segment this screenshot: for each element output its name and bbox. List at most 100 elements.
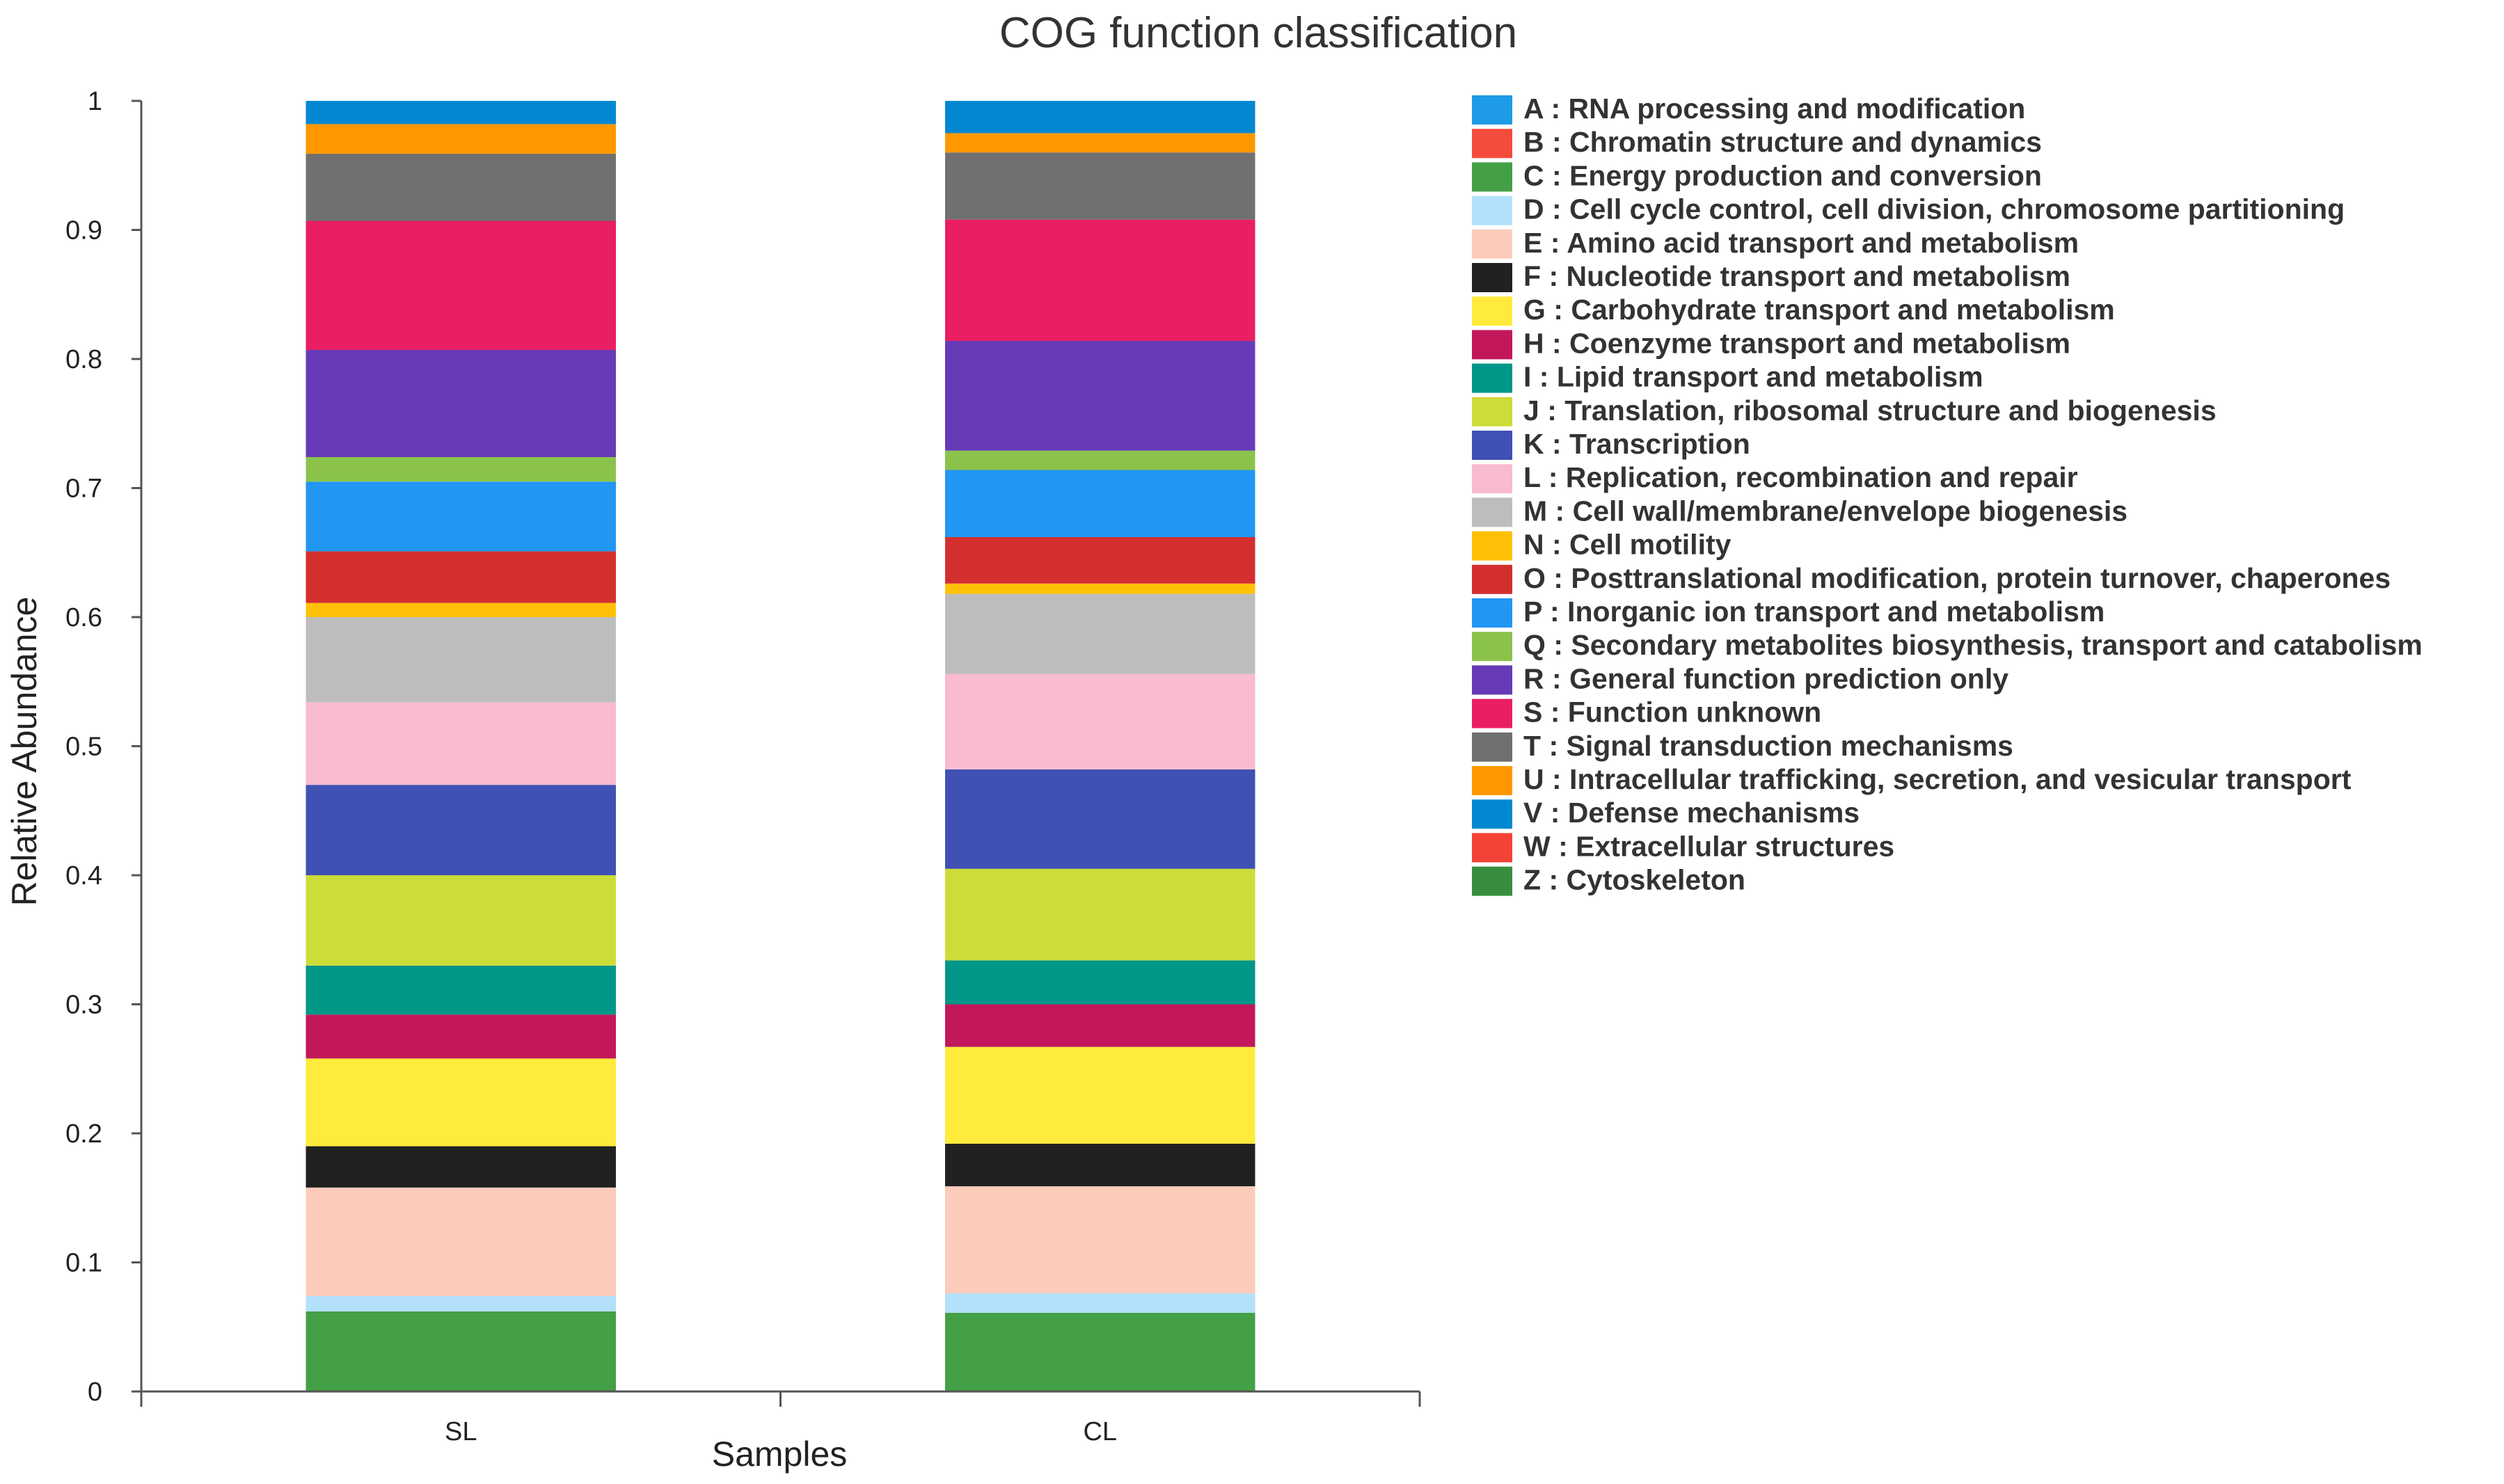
bar-segment-v-sl[interactable] [306,101,616,125]
legend-code: E [1523,227,1542,259]
bar-segment-g-cl[interactable] [945,1046,1255,1144]
bar-segment-r-sl[interactable] [306,350,616,457]
bar-segment-h-cl[interactable] [945,1004,1255,1047]
legend-separator: : [1541,260,1566,292]
legend-item-i[interactable]: I : Lipid transport and metabolism [1472,361,1983,393]
legend-swatch [1472,699,1512,728]
legend-code: H [1523,327,1544,359]
legend-code: W [1523,830,1551,862]
bar-segment-u-cl[interactable] [945,133,1255,153]
bar-segment-m-cl[interactable] [945,593,1255,674]
legend-item-b[interactable]: B : Chromatin structure and dynamics [1472,126,2042,159]
bar-segment-i-cl[interactable] [945,960,1255,1005]
legend-swatch [1472,431,1512,460]
legend-item-f[interactable]: F : Nucleotide transport and metabolism [1472,260,2070,292]
legend-label: W : Extracellular structures [1523,830,1894,862]
legend-swatch [1472,397,1512,426]
bar-segment-v-cl[interactable] [945,101,1255,134]
legend-name: Defense mechanisms [1568,797,1860,829]
bar-segment-r-cl[interactable] [945,341,1255,451]
legend-name: Coenzyme transport and metabolism [1569,327,2070,359]
legend-item-v[interactable]: V : Defense mechanisms [1472,797,1860,829]
legend-swatch [1472,95,1512,125]
bar-segment-j-cl[interactable] [945,868,1255,961]
bar-segment-q-cl[interactable] [945,450,1255,470]
bar-segment-l-sl[interactable] [306,702,616,785]
bars [306,101,1255,1391]
bar-segment-i-sl[interactable] [306,965,616,1015]
bar-segment-t-cl[interactable] [945,152,1255,220]
legend-swatch [1472,162,1512,192]
legend-swatch [1472,564,1512,594]
bar-segment-s-cl[interactable] [945,219,1255,342]
legend-item-o[interactable]: O : Posttranslational modification, prot… [1472,562,2391,594]
y-tick-label: 0.6 [65,603,102,632]
bar-segment-m-sl[interactable] [306,617,616,703]
legend-separator: : [1546,562,1571,594]
bar-segment-u-sl[interactable] [306,124,616,154]
legend-item-r[interactable]: R : General function prediction only [1472,662,2008,695]
bar-segment-d-sl[interactable] [306,1295,616,1311]
bar-segment-o-sl[interactable] [306,551,616,603]
bar-segment-p-sl[interactable] [306,481,616,552]
legend-label: Q : Secondary metabolites biosynthesis, … [1523,629,2423,661]
legend-name: Translation, ribosomal structure and bio… [1564,394,2216,426]
bar-segment-e-cl[interactable] [945,1186,1255,1294]
legend-separator: : [1539,394,1564,426]
legend-separator: : [1531,361,1556,393]
legend-item-h[interactable]: H : Coenzyme transport and metabolism [1472,327,2070,360]
legend-item-g[interactable]: G : Carbohydrate transport and metabolis… [1472,294,2115,326]
bar-segment-p-cl[interactable] [945,470,1255,537]
bar-segment-n-sl[interactable] [306,603,616,617]
legend-label: C : Energy production and conversion [1523,159,2042,191]
bar-segment-f-sl[interactable] [306,1146,616,1188]
legend-item-s[interactable]: S : Function unknown [1472,696,1821,728]
bar-segment-k-sl[interactable] [306,785,616,875]
legend-swatch [1472,531,1512,561]
bar-segment-k-cl[interactable] [945,769,1255,869]
bar-segment-q-sl[interactable] [306,456,616,482]
legend-name: Secondary metabolites biosynthesis, tran… [1571,629,2423,661]
bar-segment-d-cl[interactable] [945,1293,1255,1313]
bar-segment-g-sl[interactable] [306,1058,616,1147]
legend-item-t[interactable]: T : Signal transduction mechanisms [1472,730,2013,762]
legend-name: Carbohydrate transport and metabolism [1571,294,2114,326]
bar-stack-sl [306,101,616,1391]
legend-name: Lipid transport and metabolism [1557,361,1983,393]
legend-item-l[interactable]: L : Replication, recombination and repai… [1472,461,2078,494]
legend-name: Cell cycle control, cell division, chrom… [1569,193,2345,225]
legend-item-j[interactable]: J : Translation, ribosomal structure and… [1472,394,2217,426]
legend-item-z[interactable]: Z : Cytoskeleton [1472,864,1745,896]
legend-item-d[interactable]: D : Cell cycle control, cell division, c… [1472,193,2345,225]
legend-item-u[interactable]: U : Intracellular trafficking, secretion… [1472,763,2352,795]
legend-item-e[interactable]: E : Amino acid transport and metabolism [1472,227,2079,259]
y-tick-label: 0.7 [65,474,102,504]
bar-segment-t-sl[interactable] [306,154,616,221]
legend-swatch [1472,129,1512,159]
legend-item-a[interactable]: A : RNA processing and modification [1472,93,2025,125]
bar-segment-c-cl[interactable] [945,1312,1255,1391]
legend-item-c[interactable]: C : Energy production and conversion [1472,159,2042,192]
legend-separator: : [1544,662,1569,694]
legend-item-p[interactable]: P : Inorganic ion transport and metaboli… [1472,596,2105,628]
legend-separator: : [1542,696,1567,728]
bar-segment-s-sl[interactable] [306,221,616,351]
bar-segment-o-cl[interactable] [945,536,1255,584]
legend-item-k[interactable]: K : Transcription [1472,428,1750,460]
bar-segment-e-sl[interactable] [306,1187,616,1296]
y-ticks: 0 0.1 0.2 0.3 0.4 0.5 0.6 0.7 0.8 0.9 1 [65,87,141,1407]
bar-segment-n-cl[interactable] [945,583,1255,594]
legend-item-m[interactable]: M : Cell wall/membrane/envelope biogenes… [1472,495,2127,527]
legend-item-n[interactable]: N : Cell motility [1472,529,1732,561]
bar-segment-c-sl[interactable] [306,1311,616,1391]
legend-item-q[interactable]: Q : Secondary metabolites biosynthesis, … [1472,629,2423,662]
legend-label: O : Posttranslational modification, prot… [1523,562,2391,594]
bar-segment-h-sl[interactable] [306,1014,616,1059]
legend-item-w[interactable]: W : Extracellular structures [1472,830,1894,863]
bar-segment-f-cl[interactable] [945,1143,1255,1187]
legend-name: Chromatin structure and dynamics [1569,126,2042,158]
bar-segment-l-cl[interactable] [945,673,1255,769]
legend-name: Signal transduction mechanisms [1566,730,2013,762]
bar-segment-j-sl[interactable] [306,875,616,966]
legend-name: Cell motility [1569,529,1732,561]
